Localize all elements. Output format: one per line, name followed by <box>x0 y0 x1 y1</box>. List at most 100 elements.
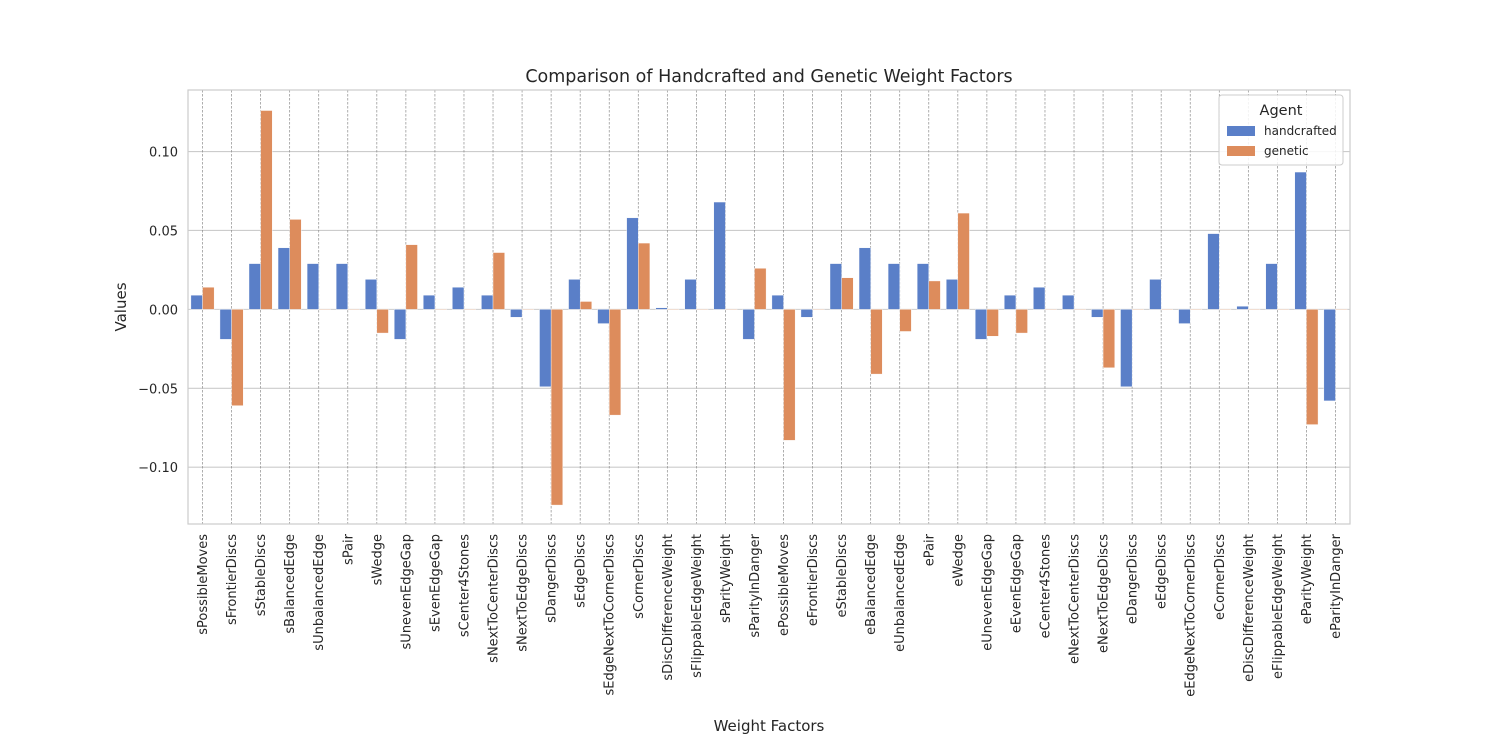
x-tick-label: sEdgeNextToCornerDiscs <box>603 534 618 696</box>
bar-handcrafted-eNextToEdgeDiscs <box>1091 309 1104 318</box>
bar-genetic-eDangerDiscs <box>1131 309 1144 311</box>
x-tick-label: sParityInDanger <box>748 533 763 637</box>
x-tick-label: eEdgeDiscs <box>1155 534 1170 609</box>
bar-genetic-sStableDiscs <box>260 110 273 310</box>
x-tick-label: eNextToEdgeDiscs <box>1097 534 1112 653</box>
bar-handcrafted-sNextToCenterDiscs <box>481 294 494 310</box>
bar-genetic-eStableDiscs <box>841 277 854 310</box>
x-tick-label: sPossibleMoves <box>196 534 211 635</box>
bar-genetic-eNextToEdgeDiscs <box>1102 309 1115 368</box>
bar-genetic-sPair <box>347 309 360 311</box>
bar-genetic-eUnevenEdgeGap <box>986 309 999 337</box>
x-tick-label: eEdgeNextToCornerDiscs <box>1184 534 1199 697</box>
bar-handcrafted-eCornerDiscs <box>1207 233 1220 310</box>
legend-swatch-genetic <box>1227 146 1255 156</box>
bar-handcrafted-eDiscDifferenceWeight <box>1236 306 1249 310</box>
bar-handcrafted-sDiscDifferenceWeight <box>655 307 668 310</box>
bar-handcrafted-eParityWeight <box>1294 171 1307 310</box>
bar-handcrafted-ePair <box>916 263 929 310</box>
x-tick-label: sUnevenEdgeGap <box>399 534 414 649</box>
bar-genetic-sBalancedEdge <box>289 219 302 310</box>
bar-handcrafted-sFrontierDiscs <box>219 309 232 340</box>
x-tick-label: eDangerDiscs <box>1126 534 1141 624</box>
bar-genetic-eEvenEdgeGap <box>1015 309 1028 334</box>
bar-handcrafted-eEvenEdgeGap <box>1004 294 1017 310</box>
legend-label-genetic: genetic <box>1264 144 1309 158</box>
bar-genetic-eParityInDanger <box>1335 309 1348 311</box>
bar-handcrafted-eCenter4Stones <box>1033 287 1046 310</box>
y-tick-label: 0.10 <box>149 146 178 161</box>
bar-genetic-eParityWeight <box>1306 309 1319 425</box>
bar-genetic-ePair <box>928 280 941 310</box>
bar-genetic-sFlippableEdgeWeight <box>696 309 709 311</box>
x-tick-label: sStableDiscs <box>254 534 269 616</box>
bar-genetic-sNextToCenterDiscs <box>492 252 505 310</box>
x-tick-label: eUnevenEdgeGap <box>980 534 995 651</box>
bar-genetic-eFlippableEdgeWeight <box>1277 309 1290 311</box>
x-tick-label: eStableDiscs <box>835 534 850 618</box>
bar-genetic-sParityInDanger <box>754 268 767 310</box>
bar-genetic-eFrontierDiscs <box>812 309 825 311</box>
x-tick-label: ePossibleMoves <box>777 534 792 636</box>
bar-handcrafted-eWedge <box>946 279 959 310</box>
bar-genetic-sPossibleMoves <box>202 287 215 310</box>
x-tick-label: ePair <box>922 533 937 566</box>
x-tick-label: eDiscDifferenceWeight <box>1242 534 1257 682</box>
x-tick-label: sNextToEdgeDiscs <box>516 534 531 652</box>
legend-label-handcrafted: handcrafted <box>1264 124 1337 138</box>
x-tick-label: sNextToCenterDiscs <box>487 534 502 663</box>
y-axis-label: Values <box>112 282 130 331</box>
x-tick-label: eFlippableEdgeWeight <box>1271 534 1286 679</box>
bar-handcrafted-sEdgeNextToCornerDiscs <box>597 309 610 324</box>
bar-genetic-eEdgeNextToCornerDiscs <box>1190 309 1203 311</box>
bar-genetic-eCenter4Stones <box>1044 309 1057 311</box>
bar-genetic-sCornerDiscs <box>638 242 651 310</box>
bar-handcrafted-sStableDiscs <box>248 263 261 310</box>
bar-handcrafted-eUnbalancedEdge <box>887 263 900 310</box>
bar-handcrafted-eNextToCenterDiscs <box>1062 294 1075 310</box>
chart-title: Comparison of Handcrafted and Genetic We… <box>525 67 1012 87</box>
bar-genetic-eCornerDiscs <box>1219 309 1232 311</box>
bar-handcrafted-eFlippableEdgeWeight <box>1265 263 1278 310</box>
bar-handcrafted-sEvenEdgeGap <box>423 294 436 310</box>
bar-genetic-eDiscDifferenceWeight <box>1248 309 1261 311</box>
bar-genetic-sUnevenEdgeGap <box>405 244 418 310</box>
x-tick-label: sWedge <box>370 534 385 585</box>
x-tick-label: eUnbalancedEdge <box>893 534 908 652</box>
bar-genetic-sParityWeight <box>725 309 738 311</box>
bar-genetic-sDiscDifferenceWeight <box>667 309 680 311</box>
legend-swatch-handcrafted <box>1227 126 1255 136</box>
bar-genetic-sFrontierDiscs <box>231 309 244 406</box>
bar-genetic-eEdgeDiscs <box>1160 309 1173 311</box>
x-tick-label: sDangerDiscs <box>545 534 560 623</box>
y-tick-label: 0.00 <box>149 303 178 318</box>
x-tick-label: sUnbalancedEdge <box>312 534 327 651</box>
bar-genetic-sEvenEdgeGap <box>434 309 447 311</box>
bar-handcrafted-eBalancedEdge <box>858 247 871 310</box>
bar-handcrafted-sUnevenEdgeGap <box>394 309 407 340</box>
x-tick-label: eBalancedEdge <box>864 534 879 635</box>
legend-title: Agent <box>1260 103 1303 119</box>
bar-handcrafted-sParityWeight <box>713 201 726 310</box>
x-tick-label: sFlippableEdgeWeight <box>690 534 705 678</box>
bar-handcrafted-sNextToEdgeDiscs <box>510 309 523 318</box>
bar-genetic-sUnbalancedEdge <box>318 309 331 311</box>
bar-handcrafted-eFrontierDiscs <box>800 309 813 318</box>
bar-handcrafted-sDangerDiscs <box>539 309 552 387</box>
y-tick-label: −0.10 <box>138 461 178 476</box>
bar-genetic-eBalancedEdge <box>870 309 883 375</box>
bar-handcrafted-sPossibleMoves <box>190 294 203 310</box>
bar-genetic-eWedge <box>957 212 970 310</box>
y-tick-label: −0.05 <box>138 382 178 397</box>
bar-handcrafted-sCornerDiscs <box>626 217 639 310</box>
x-tick-labels: sPossibleMoves sFrontierDiscs sStableDiscs… <box>196 533 1344 696</box>
bar-genetic-eUnbalancedEdge <box>899 309 912 332</box>
y-tick-label: 0.05 <box>149 224 178 239</box>
bar-handcrafted-eParityInDanger <box>1323 309 1336 402</box>
bar-handcrafted-sWedge <box>365 279 378 310</box>
bar-handcrafted-eUnevenEdgeGap <box>975 309 988 340</box>
x-tick-label: sEvenEdgeGap <box>428 534 443 632</box>
plot-frame <box>187 89 1351 525</box>
x-tick-label: eNextToCenterDiscs <box>1068 534 1083 664</box>
